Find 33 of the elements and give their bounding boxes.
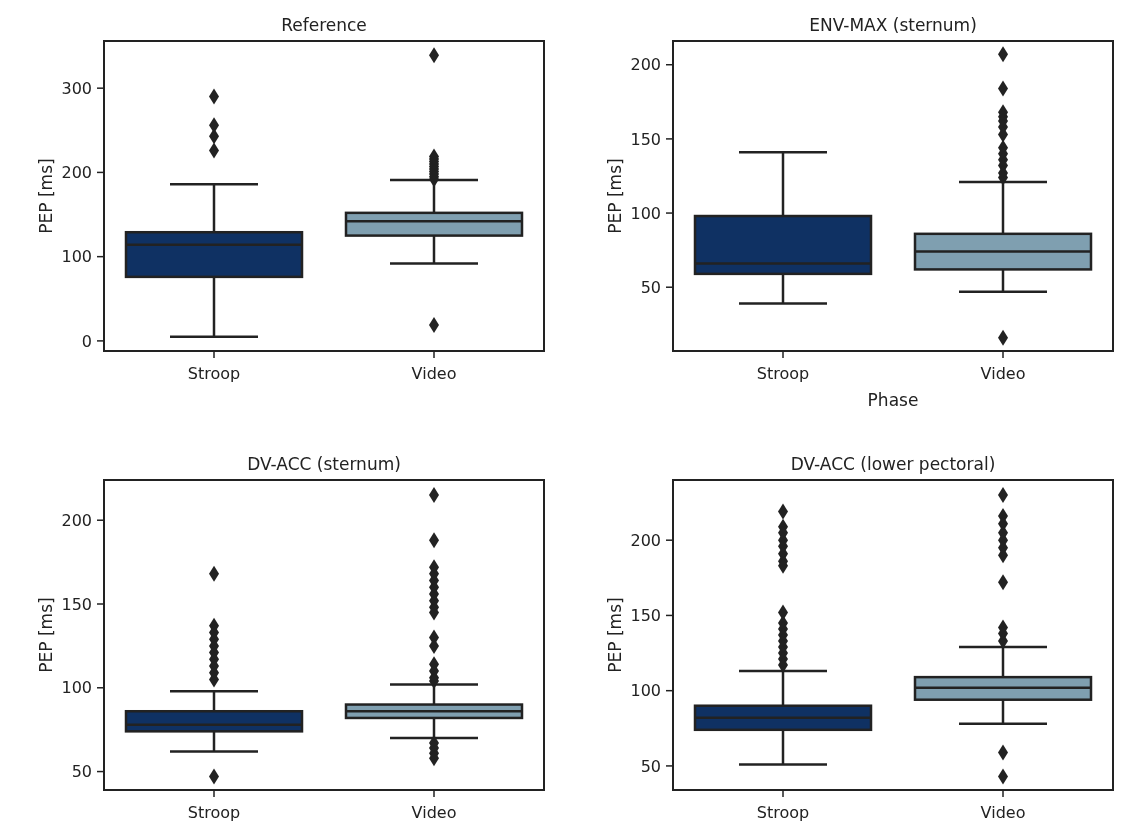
y-tick-label: 200	[630, 55, 661, 75]
y-tick-label: 200	[61, 163, 92, 183]
y-tick-label: 200	[630, 530, 661, 550]
y-tick-label: 100	[630, 681, 661, 701]
y-tick-label: 300	[61, 78, 92, 98]
y-tick-label: 50	[640, 756, 661, 776]
y-tick-label: 200	[61, 510, 92, 530]
y-tick-label: 150	[630, 129, 661, 149]
y-tick-label: 150	[630, 606, 661, 626]
y-axis-title: PEP [ms]	[36, 597, 56, 673]
x-tick-label: Video	[980, 803, 1026, 822]
x-tick-label: Video	[411, 803, 457, 822]
chart-title: Reference	[281, 15, 367, 35]
x-tick-label: Video	[980, 364, 1026, 383]
y-tick-label: 50	[640, 277, 661, 297]
chart-title: DV-ACC (lower pectoral)	[790, 454, 996, 474]
y-tick-label: 150	[61, 594, 92, 614]
x-tick-label: Video	[411, 364, 457, 383]
y-tick-label: 50	[71, 762, 92, 782]
y-axis-title: PEP [ms]	[36, 158, 56, 234]
y-tick-label: 0	[81, 331, 92, 351]
chart-title: ENV-MAX (sternum)	[809, 15, 977, 35]
y-axis-title: PEP [ms]	[605, 597, 625, 673]
y-axis-title: PEP [ms]	[605, 158, 625, 234]
y-tick-label: 100	[61, 678, 92, 698]
y-tick-label: 100	[630, 203, 661, 223]
x-axis-title: Phase	[867, 390, 919, 410]
y-tick-label: 100	[61, 247, 92, 267]
chart-title: DV-ACC (sternum)	[247, 454, 401, 474]
x-tick-label: Stroop	[187, 803, 241, 822]
x-tick-label: Stroop	[187, 364, 241, 383]
x-tick-label: Stroop	[756, 803, 810, 822]
x-tick-label: Stroop	[756, 364, 810, 383]
